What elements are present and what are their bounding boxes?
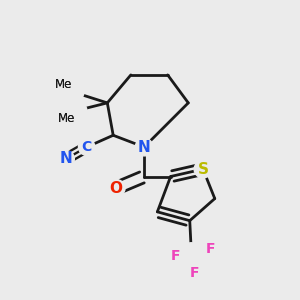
Circle shape [135,138,153,156]
Text: S: S [197,162,208,177]
Text: F: F [206,242,215,256]
Circle shape [194,160,212,178]
Text: F: F [170,249,180,263]
Circle shape [78,139,95,155]
Text: O: O [110,181,123,196]
Circle shape [58,151,74,167]
Circle shape [66,84,84,101]
Circle shape [69,101,87,119]
Text: N: N [138,140,151,154]
Text: Me: Me [58,112,75,125]
Text: N: N [60,151,73,166]
Text: Me: Me [55,78,72,91]
Text: Me: Me [55,78,72,91]
Circle shape [184,243,199,257]
Text: Me: Me [58,112,75,125]
Circle shape [107,179,125,197]
Text: C: C [82,140,92,154]
Text: F: F [189,266,199,280]
